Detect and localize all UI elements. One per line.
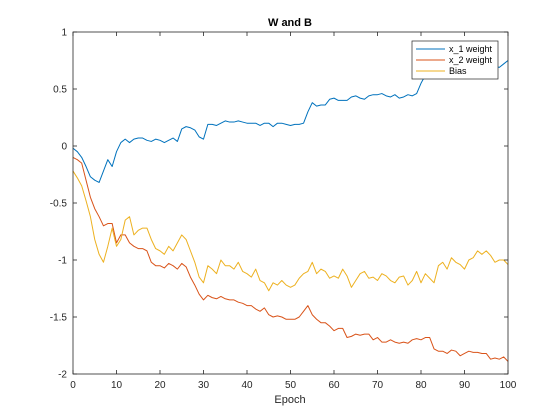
x-tick-label: 10 bbox=[111, 380, 123, 391]
y-tick-label: -2 bbox=[58, 370, 67, 381]
y-tick-label: -1 bbox=[58, 256, 67, 267]
chart-title: W and B bbox=[268, 17, 312, 29]
legend-label-2: Bias bbox=[449, 66, 467, 76]
series-line-1 bbox=[72, 156, 509, 362]
x-tick-label: 50 bbox=[285, 380, 297, 391]
plot-area bbox=[73, 32, 508, 374]
x-tick-label: 100 bbox=[500, 380, 517, 391]
x-tick-label: 30 bbox=[198, 380, 210, 391]
x-tick-label: 40 bbox=[241, 380, 253, 391]
y-tick-label: -0.5 bbox=[50, 199, 68, 210]
x-tick-label: 90 bbox=[459, 380, 471, 391]
legend-label-0: x_1 weight bbox=[449, 44, 493, 54]
x-axis-label: Epoch bbox=[274, 394, 305, 406]
x-tick-label: 20 bbox=[154, 380, 166, 391]
y-tick-label: 0.5 bbox=[53, 85, 67, 96]
y-tick-label: 0 bbox=[61, 142, 67, 153]
x-tick-label: 80 bbox=[415, 380, 427, 391]
legend-label-1: x_2 weight bbox=[449, 55, 493, 65]
ticks-layer: 0 10 20 30 40 50 60 70 80 90 100 1 0.5 0 -0.5 -1 -1.5 -2 bbox=[50, 28, 517, 392]
x-tick-label: 60 bbox=[328, 380, 340, 391]
series-line-2 bbox=[72, 170, 509, 292]
y-tick-label: -1.5 bbox=[50, 313, 68, 324]
x-tick-label: 70 bbox=[372, 380, 384, 391]
x-tick-label: 0 bbox=[70, 380, 76, 391]
y-tick-label: 1 bbox=[61, 28, 67, 39]
